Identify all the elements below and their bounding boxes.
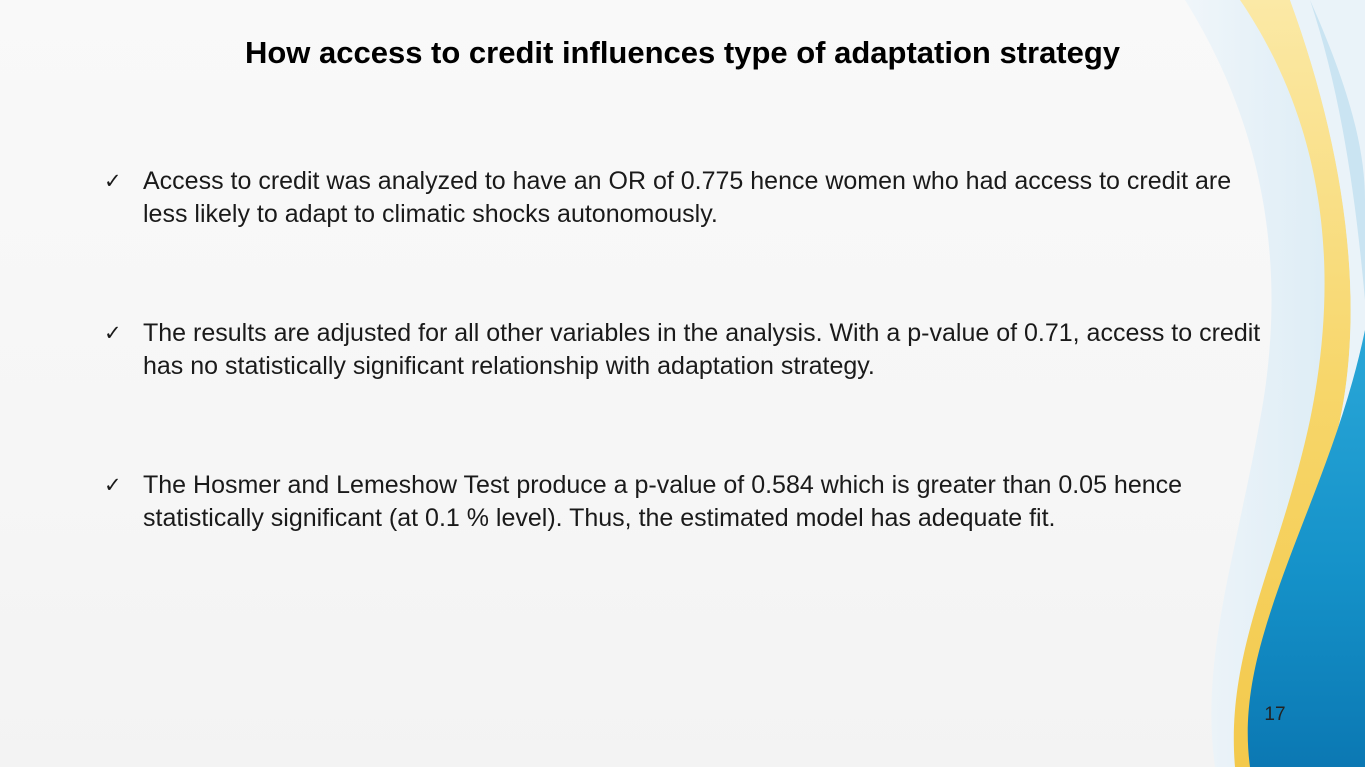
checkmark-icon: ✓ <box>104 169 122 193</box>
bullet-text: The results are adjusted for all other v… <box>143 319 1261 380</box>
bullet-text: The Hosmer and Lemeshow Test produce a p… <box>143 471 1183 532</box>
slide-title: How access to credit influences type of … <box>244 35 1121 70</box>
bullet-text: Access to credit was analyzed to have an… <box>143 167 1232 228</box>
bullet-item: ✓ The Hosmer and Lemeshow Test produce a… <box>104 469 1274 535</box>
checkmark-icon: ✓ <box>104 321 122 345</box>
page-number: 17 <box>1264 704 1286 725</box>
bullet-item: ✓ Access to credit was analyzed to have … <box>104 165 1274 231</box>
bullet-list: ✓ Access to credit was analyzed to have … <box>104 165 1274 621</box>
checkmark-icon: ✓ <box>104 473 122 497</box>
bullet-item: ✓ The results are adjusted for all other… <box>104 317 1274 383</box>
wave-yellow-band <box>1233 0 1351 767</box>
wave-dark-blue-band <box>1247 330 1365 767</box>
